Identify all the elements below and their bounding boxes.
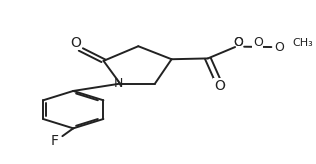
Text: O: O	[70, 36, 81, 50]
Text: O: O	[233, 36, 243, 49]
Text: CH₃: CH₃	[293, 38, 313, 48]
Text: O: O	[214, 79, 225, 93]
Text: F: F	[51, 134, 58, 148]
Text: O: O	[274, 41, 284, 53]
Text: N: N	[114, 77, 123, 91]
Text: O: O	[233, 36, 243, 49]
Text: O: O	[214, 79, 225, 93]
Text: O: O	[253, 36, 263, 50]
Text: O: O	[70, 36, 81, 50]
